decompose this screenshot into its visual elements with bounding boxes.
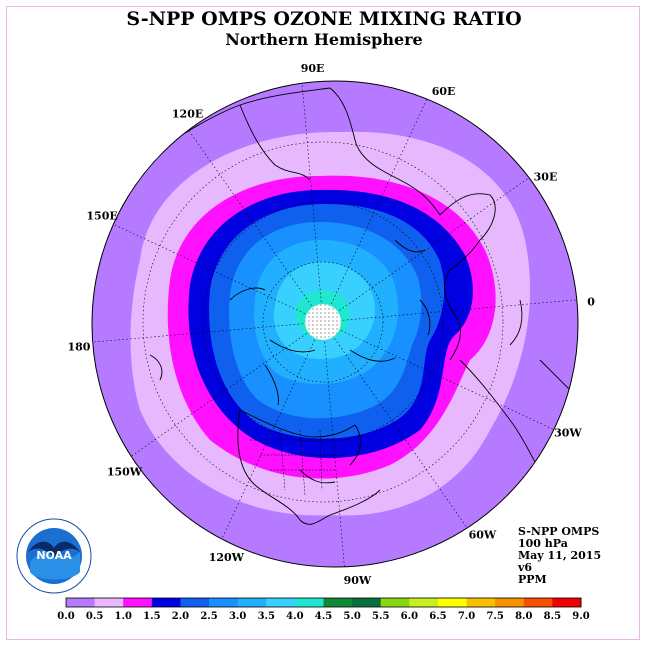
colorbar-tick-label: 7.5 <box>486 611 503 622</box>
page-frame <box>6 6 640 640</box>
longitude-label-60w: 60W <box>469 529 497 542</box>
colorbar-tick-label: 4.0 <box>286 611 303 622</box>
info-level: 100 hPa <box>518 537 568 550</box>
info-block: S-NPP OMPS 100 hPa May 11, 2015 v6 PPM <box>518 526 601 586</box>
colorbar-tick-label: 5.5 <box>372 611 389 622</box>
colorbar-swatch <box>466 598 496 607</box>
colorbar-tick-label: 1.0 <box>115 611 132 622</box>
longitude-label-120e: 120E <box>172 107 203 120</box>
longitude-label-90e: 90E <box>301 62 325 75</box>
meridian-line <box>301 83 322 303</box>
na-state-borders <box>250 429 350 496</box>
latitude-circle <box>142 141 504 503</box>
colorbar-tick-label: 0.0 <box>57 611 74 622</box>
colorbar-swatch <box>266 598 296 607</box>
coastlines <box>117 87 578 525</box>
longitude-label-60e: 60E <box>432 85 456 98</box>
meridian-line <box>221 339 315 540</box>
colorbar-swatch <box>294 598 324 607</box>
colorbar-tick-label: 8.5 <box>544 611 561 622</box>
longitude-label-30w: 30W <box>554 427 582 440</box>
colorbar-swatch <box>180 598 210 607</box>
meridian-line <box>92 323 304 343</box>
colorbar-tick-label: 3.0 <box>229 611 246 622</box>
map-subtitle: Northern Hemisphere <box>225 30 423 49</box>
colorbar-tick-label: 6.0 <box>401 611 418 622</box>
colorbar-tick-label: 6.5 <box>429 611 446 622</box>
meridian-line <box>342 299 577 321</box>
colorbar-tick-label: 2.5 <box>200 611 217 622</box>
colorbar-swatch <box>409 598 439 607</box>
meridian-line <box>324 341 345 567</box>
colorbar-tick-label: 7.0 <box>458 611 475 622</box>
colorbar-tick-label: 4.5 <box>315 611 332 622</box>
longitude-label-150e: 150E <box>86 209 117 222</box>
pole-hole-dots <box>305 304 341 340</box>
colorbar-tick-label: 2.0 <box>172 611 189 622</box>
colorbar-tick-label: 5.0 <box>343 611 360 622</box>
colorbar-tick-label: 3.5 <box>258 611 275 622</box>
info-instrument: S-NPP OMPS <box>518 525 600 538</box>
meridian-line <box>331 98 428 305</box>
map-boundary <box>91 80 579 568</box>
meridian-line <box>334 338 468 529</box>
noaa-logo-text: NOAA <box>36 549 72 562</box>
colorbar-tick-label: 8.0 <box>515 611 532 622</box>
colorbar-swatch <box>66 598 96 607</box>
colorbar-swatch <box>352 598 382 607</box>
colorbar-frame <box>65 597 582 608</box>
info-date: May 11, 2015 <box>518 549 602 562</box>
colorbar-swatch <box>209 598 239 607</box>
longitude-label-0: 0 <box>587 296 595 309</box>
colorbar-swatch <box>523 598 553 607</box>
colorbar-swatch <box>437 598 468 607</box>
longitude-label-180: 180 <box>67 340 90 353</box>
meridian-line <box>340 330 554 430</box>
noaa-logo: NOAA <box>16 518 92 594</box>
map-title: S-NPP OMPS OZONE MIXING RATIO <box>126 8 522 30</box>
colorbar-tick-label: 9.0 <box>572 611 589 622</box>
info-version: v6 <box>518 561 533 574</box>
colorbar-swatch <box>552 598 582 607</box>
longitude-label-150w: 150W <box>107 465 143 478</box>
latitude-circle <box>262 261 384 383</box>
colorbar-swatch <box>151 598 181 607</box>
longitude-label-90w: 90W <box>344 574 372 587</box>
colorbar-swatch <box>94 598 124 607</box>
colorbar-swatch <box>323 598 353 607</box>
meridian-line <box>339 177 530 311</box>
latitude-circle <box>202 201 444 443</box>
longitude-label-30e: 30E <box>534 171 558 184</box>
longitude-label-120w: 120W <box>209 551 245 564</box>
meridian-line <box>113 223 306 314</box>
info-units: PPM <box>518 573 547 586</box>
colorbar-tick-label: 1.5 <box>143 611 160 622</box>
colorbar-tick-label: 0.5 <box>86 611 103 622</box>
graticule <box>92 83 577 567</box>
colorbar-swatch <box>495 598 525 607</box>
colorbar-swatch <box>237 598 267 607</box>
longitude-labels: 90E 60E 30E 0 30W 60W 90W 120W 150W 180 150E 120E <box>67 62 595 587</box>
colorbar-swatch <box>380 598 410 607</box>
colorbar-swatch <box>123 598 153 607</box>
